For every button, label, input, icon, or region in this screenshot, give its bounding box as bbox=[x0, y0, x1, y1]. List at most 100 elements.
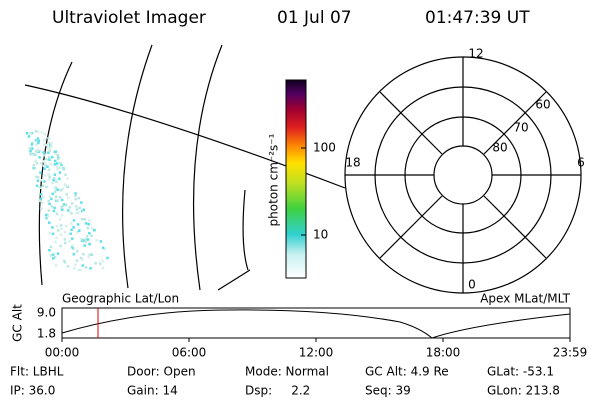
aurora-pixel bbox=[43, 174, 47, 177]
aurora-pixel bbox=[86, 238, 90, 241]
aurora-pixel bbox=[90, 234, 93, 237]
aurora-pixel bbox=[31, 152, 35, 156]
aurora-pixel bbox=[66, 196, 70, 200]
aurora-pixel bbox=[58, 218, 62, 221]
aurora-pixel bbox=[46, 215, 50, 218]
aurora-pixel bbox=[41, 195, 45, 199]
aurora-pixel bbox=[64, 183, 67, 187]
aurora-pixel bbox=[55, 162, 59, 165]
aurora-pixel bbox=[77, 211, 80, 215]
aurora-pixel bbox=[82, 210, 85, 213]
aurora-pixel bbox=[66, 265, 70, 268]
aurora-pixel bbox=[56, 167, 59, 171]
timeline-x-tick-label: 06:00 bbox=[172, 346, 207, 360]
aurora-pixel bbox=[63, 230, 67, 234]
aurora-pixel bbox=[45, 158, 48, 161]
title: Ultraviolet Imager bbox=[52, 8, 206, 28]
aurora-pixel bbox=[66, 209, 70, 212]
aurora-pixel bbox=[43, 138, 46, 141]
aurora-pixel bbox=[77, 196, 81, 200]
aurora-pixel bbox=[50, 254, 53, 257]
aurora-pixel bbox=[52, 177, 56, 180]
aurora-pixel bbox=[55, 225, 59, 228]
aurora-pixel bbox=[48, 221, 51, 224]
aurora-pixel bbox=[41, 201, 44, 204]
aurora-pixel bbox=[74, 263, 77, 266]
timeline-y-tick: 1.8 bbox=[37, 327, 56, 341]
aurora-pixel bbox=[39, 197, 43, 201]
aurora-pixel bbox=[30, 143, 34, 146]
aurora-pixel bbox=[84, 222, 88, 225]
aurora-pixel bbox=[72, 226, 75, 229]
aurora-pixel bbox=[87, 223, 90, 226]
aurora-pixel bbox=[53, 190, 57, 193]
aurora-pixel bbox=[101, 246, 105, 250]
aurora-pixel bbox=[55, 180, 58, 183]
aurora-pixel bbox=[40, 131, 44, 134]
aurora-pixel bbox=[54, 178, 57, 181]
aurora-pixel bbox=[39, 193, 43, 196]
aurora-pixel bbox=[48, 156, 51, 159]
aurora-pixel bbox=[35, 143, 38, 146]
aurora-pixel bbox=[86, 226, 90, 230]
aurora-pixel bbox=[70, 222, 73, 225]
aurora-pixel bbox=[56, 188, 59, 191]
aurora-pixel bbox=[25, 132, 29, 135]
aurora-pixel bbox=[51, 192, 54, 196]
aurora-pixel bbox=[36, 162, 39, 165]
aurora-pixel bbox=[82, 253, 85, 256]
aurora-pixel bbox=[88, 219, 91, 222]
timeline-x-tick-label: 18:00 bbox=[426, 346, 461, 360]
aurora-pixel bbox=[69, 211, 72, 214]
aurora-pixel bbox=[47, 199, 50, 203]
aurora-pixel bbox=[87, 255, 90, 259]
aurora-pixel bbox=[43, 167, 46, 170]
aurora-pixel bbox=[28, 147, 31, 150]
info-field: Seq: 39 bbox=[365, 384, 411, 398]
aurora-pixel bbox=[53, 206, 56, 210]
aurora-pixel bbox=[55, 212, 59, 216]
aurora-pixel bbox=[76, 223, 80, 226]
aurora-pixel bbox=[38, 199, 42, 202]
aurora-pixel bbox=[44, 213, 48, 217]
aurora-pixel bbox=[47, 151, 50, 155]
aurora-pixel bbox=[52, 253, 55, 256]
aurora-pixel bbox=[73, 267, 76, 270]
image-panel bbox=[24, 44, 346, 291]
mlt-label: 12 bbox=[468, 47, 483, 61]
aurora-pixel bbox=[99, 240, 103, 243]
info-field: Door: Open bbox=[127, 365, 196, 379]
aurora-pixel bbox=[54, 186, 57, 189]
aurora-pixel bbox=[60, 198, 64, 202]
aurora-pixel bbox=[74, 192, 77, 195]
aurora-pixel bbox=[77, 268, 80, 272]
aurora-pixel bbox=[65, 224, 68, 228]
aurora-pixel bbox=[85, 235, 89, 238]
aurora-pixel bbox=[59, 189, 63, 192]
info-field: GLat: -53.1 bbox=[487, 365, 554, 379]
aurora-pixel bbox=[80, 218, 84, 221]
aurora-pixel bbox=[81, 258, 84, 261]
timeline-y-label: GC Alt bbox=[11, 304, 25, 342]
aurora-pixel bbox=[61, 187, 65, 191]
aurora-pixel bbox=[39, 162, 43, 165]
aurora-pixel bbox=[62, 203, 66, 206]
aurora-pixel bbox=[65, 193, 68, 196]
aurora-pixel bbox=[70, 228, 73, 232]
aurora-pixel bbox=[59, 161, 62, 165]
aurora-pixel bbox=[50, 197, 53, 201]
aurora-pixel bbox=[53, 163, 57, 166]
aurora-pixel bbox=[106, 256, 109, 260]
aurora-pixel bbox=[42, 151, 45, 154]
aurora-pixel bbox=[72, 219, 76, 222]
aurora-pixel bbox=[70, 202, 74, 205]
aurora-pixel bbox=[62, 168, 66, 171]
aurora-pixel bbox=[74, 197, 77, 201]
aurora-pixel bbox=[83, 244, 86, 247]
aurora-pixel bbox=[52, 257, 55, 260]
aurora-pixel bbox=[78, 206, 81, 210]
aurora-pixel bbox=[71, 237, 74, 240]
aurora-pixel bbox=[50, 144, 53, 147]
altitude-curve bbox=[61, 309, 571, 339]
aurora-pixel bbox=[75, 211, 78, 215]
